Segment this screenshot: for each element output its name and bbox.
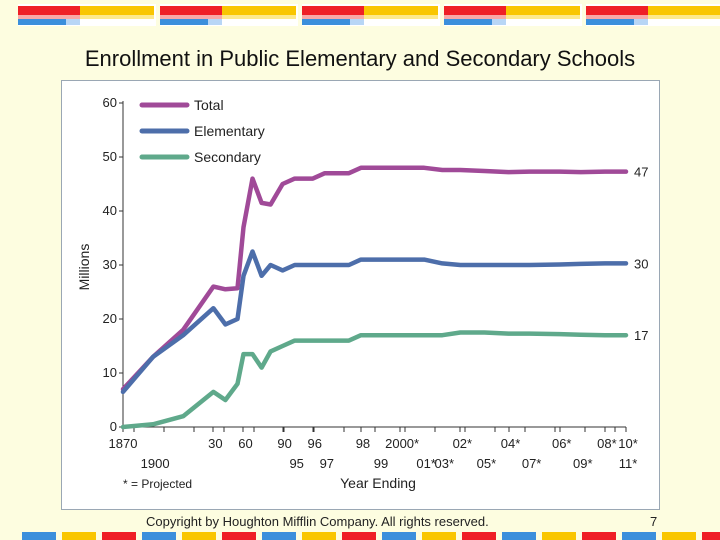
y-tick-label: 60: [103, 95, 117, 110]
stripe-yellow: [648, 6, 720, 15]
stripe-segment: [182, 532, 216, 540]
top-stripe-bar: [18, 4, 720, 26]
stripe-segment: [462, 532, 496, 540]
x-tick-label-lower: 97: [320, 456, 334, 471]
stripe-red: [18, 6, 80, 15]
chart-panel: 0 10 20 30 40 50 60 1870 30 60 90 96 98 2000* 02* 04* 06…: [61, 80, 660, 510]
y-axis-title: Millions: [76, 244, 92, 291]
stripe-lightyellow: [506, 15, 580, 19]
stripe-lightyellow: [648, 15, 720, 19]
stripe-lightblue: [66, 19, 80, 25]
stripe-segment: [582, 532, 616, 540]
stripe-segment: [422, 532, 456, 540]
x-tick-label-lower: 11*: [619, 456, 638, 471]
page-number: 7: [650, 514, 658, 529]
stripe-segment: [102, 532, 136, 540]
y-tick-label: 30: [103, 257, 117, 272]
x-tick-label-upper: 08*: [597, 436, 617, 451]
x-tick-label-upper: 90: [277, 436, 291, 451]
x-tick-label-upper: 30: [208, 436, 222, 451]
legend-label-secondary: Secondary: [194, 149, 261, 165]
copyright-notice: Copyright by Houghton Mifflin Company. A…: [146, 514, 489, 529]
y-tick-label: 40: [103, 203, 117, 218]
y-tick-label: 0: [110, 419, 117, 434]
stripe-segment: [622, 532, 656, 540]
stripe-pink: [302, 15, 364, 19]
end-value-label-total: 47: [634, 165, 648, 180]
legend-label-total: Total: [194, 97, 224, 113]
stripe-lightblue: [492, 19, 506, 25]
x-tick-label-lower: 07*: [522, 456, 542, 471]
stripe-red: [444, 6, 506, 15]
stripe-pink: [160, 15, 222, 19]
end-value-label-elementary: 30: [634, 256, 648, 271]
stripe-segment: [262, 532, 296, 540]
stripe-red: [302, 6, 364, 15]
x-tick-label-upper: 04*: [501, 436, 521, 451]
stripe-lightblue: [350, 19, 364, 25]
y-tick-label: 10: [103, 365, 117, 380]
stripe-segment: [382, 532, 416, 540]
x-tick-label-lower: 01*: [416, 456, 436, 471]
stripe-segment: [22, 532, 56, 540]
stripe-lightblue: [634, 19, 648, 25]
stripe-pink: [586, 15, 648, 19]
slide-title: Enrollment in Public Elementary and Seco…: [84, 46, 636, 71]
stripe-segment: [502, 532, 536, 540]
end-value-label-secondary: 17: [634, 328, 648, 343]
stripe-yellow: [506, 6, 580, 15]
x-tick-label-upper: 98: [356, 436, 370, 451]
bottom-stripe-bar: [22, 532, 720, 540]
x-tick-label-upper: 2000*: [385, 436, 419, 451]
x-tick-label-lower: 99: [374, 456, 388, 471]
stripe-segment: [302, 532, 336, 540]
stripe-yellow: [222, 6, 296, 15]
stripe-blue: [302, 19, 350, 25]
x-tick-label-upper: 10*: [618, 436, 638, 451]
x-tick-label-lower: 03*: [435, 456, 455, 471]
x-tick-label-lower: 05*: [477, 456, 497, 471]
projected-footnote: * = Projected: [123, 477, 192, 491]
stripe-yellow: [364, 6, 438, 15]
stripe-segment: [662, 532, 696, 540]
x-tick-label-lower: 1900: [141, 456, 170, 471]
stripe-lightyellow: [222, 15, 296, 19]
x-tick-label-upper: 06*: [552, 436, 572, 451]
stripe-lightyellow: [364, 15, 438, 19]
series-line-secondary: [120, 330, 629, 430]
x-axis-title: Year Ending: [340, 475, 416, 491]
stripe-pink: [444, 15, 506, 19]
y-tick-label: 20: [103, 311, 117, 326]
stripe-pink: [18, 15, 80, 19]
stripe-blue: [444, 19, 492, 25]
x-tick-label-lower: 95: [289, 456, 303, 471]
series-line-elementary: [120, 249, 629, 395]
series-line-total: [120, 165, 629, 392]
stripe-blue: [586, 19, 634, 25]
y-tick-label: 50: [103, 149, 117, 164]
stripe-yellow: [80, 6, 154, 15]
stripe-red: [586, 6, 648, 15]
enrollment-line-chart: 0 10 20 30 40 50 60 1870 30 60 90 96 98 2000* 02* 04* 06…: [76, 95, 648, 491]
stripe-segment: [62, 532, 96, 540]
stripe-blue: [160, 19, 208, 25]
stripe-segment: [702, 532, 720, 540]
stripe-segment: [342, 532, 376, 540]
x-tick-label-upper: 1870: [109, 436, 138, 451]
stripe-lightyellow: [80, 15, 154, 19]
x-tick-label-lower: 09*: [573, 456, 593, 471]
stripe-segment: [542, 532, 576, 540]
stripe-blue: [18, 19, 66, 25]
x-tick-label-upper: 02*: [453, 436, 473, 451]
stripe-red: [160, 6, 222, 15]
legend-label-elementary: Elementary: [194, 123, 265, 139]
stripe-lightblue: [208, 19, 222, 25]
stripe-segment: [222, 532, 256, 540]
x-tick-label-upper: 60: [238, 436, 252, 451]
x-tick-label-upper: 96: [308, 436, 322, 451]
stripe-segment: [142, 532, 176, 540]
